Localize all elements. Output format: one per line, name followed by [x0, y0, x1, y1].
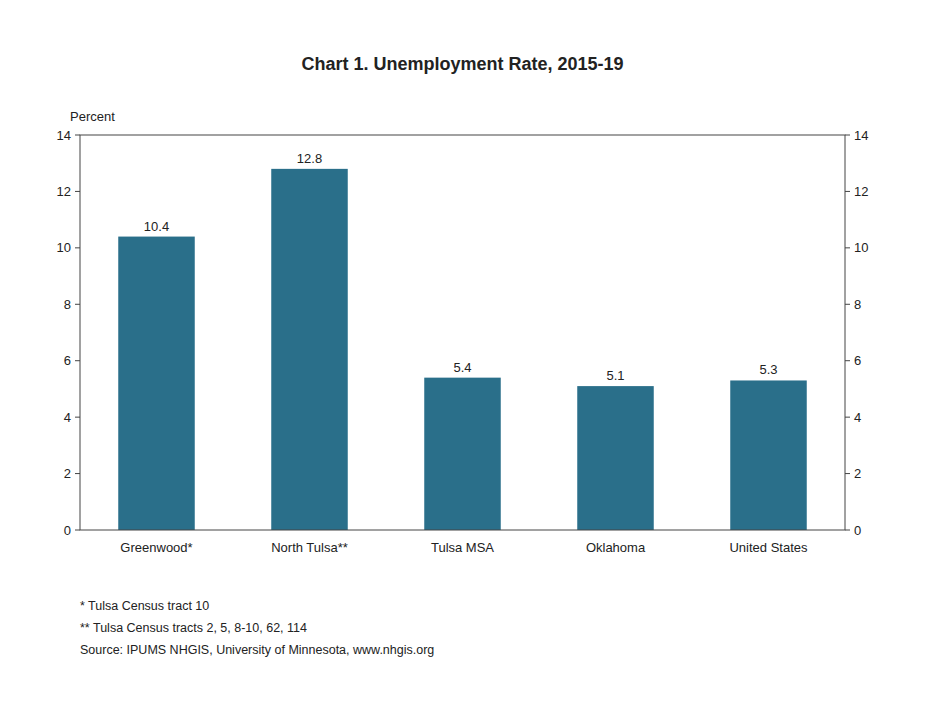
data-label: 12.8 — [297, 151, 322, 166]
footnote: ** Tulsa Census tracts 2, 5, 8-10, 62, 1… — [80, 621, 307, 635]
bars — [118, 169, 807, 530]
footnote: * Tulsa Census tract 10 — [80, 599, 209, 613]
y2-tick-label: 14 — [854, 128, 868, 143]
data-label: 10.4 — [144, 219, 169, 234]
y-tick-label: 14 — [57, 128, 71, 143]
y2-tick-label: 0 — [854, 523, 861, 538]
y-tick — [75, 473, 80, 474]
y-tick-label: 10 — [57, 240, 71, 255]
plot-frame — [80, 135, 845, 530]
y-tick — [75, 247, 80, 248]
bar — [271, 169, 348, 530]
x-tick-label: United States — [729, 540, 808, 555]
y-tick-label: 6 — [64, 353, 71, 368]
y2-tick — [845, 247, 850, 248]
y-tick — [75, 360, 80, 361]
y-tick — [75, 135, 80, 136]
y-tick-label: 12 — [57, 184, 71, 199]
x-tick-label: Tulsa MSA — [431, 540, 494, 555]
bar — [730, 380, 807, 530]
y2-tick-label: 4 — [854, 410, 861, 425]
y2-tick — [845, 417, 850, 418]
y-axis-label: Percent — [70, 109, 115, 124]
y2-tick-label: 6 — [854, 353, 861, 368]
y-tick-label: 0 — [64, 523, 71, 538]
y-tick-label: 2 — [64, 466, 71, 481]
x-tick-label: Oklahoma — [586, 540, 646, 555]
footnote: Source: IPUMS NHGIS, University of Minne… — [80, 643, 434, 657]
y-tick-label: 8 — [64, 297, 71, 312]
y2-tick-label: 10 — [854, 240, 868, 255]
bar — [424, 378, 501, 530]
y2-tick — [845, 304, 850, 305]
y2-tick-label: 2 — [854, 466, 861, 481]
y2-tick-label: 8 — [854, 297, 861, 312]
x-tick-label: Greenwood* — [120, 540, 192, 555]
y2-tick — [845, 360, 850, 361]
y-tick — [75, 417, 80, 418]
y2-tick — [845, 191, 850, 192]
y-tick-label: 4 — [64, 410, 71, 425]
data-label: 5.4 — [453, 360, 471, 375]
chart: Chart 1. Unemployment Rate, 2015-19 Perce… — [0, 0, 925, 714]
data-label: 5.1 — [606, 368, 624, 383]
data-label: 5.3 — [759, 362, 777, 377]
title: Chart 1. Unemployment Rate, 2015-19 — [301, 54, 623, 74]
chart-container: Chart 1. Unemployment Rate, 2015-19 Perce… — [0, 0, 925, 714]
y2-tick — [845, 135, 850, 136]
x-tick-label: North Tulsa** — [271, 540, 348, 555]
y2-tick — [845, 473, 850, 474]
y2-tick-label: 12 — [854, 184, 868, 199]
bar — [118, 237, 195, 530]
y2-tick — [845, 530, 850, 531]
y-tick — [75, 191, 80, 192]
bar — [577, 386, 654, 530]
y-tick — [75, 304, 80, 305]
y-tick — [75, 530, 80, 531]
